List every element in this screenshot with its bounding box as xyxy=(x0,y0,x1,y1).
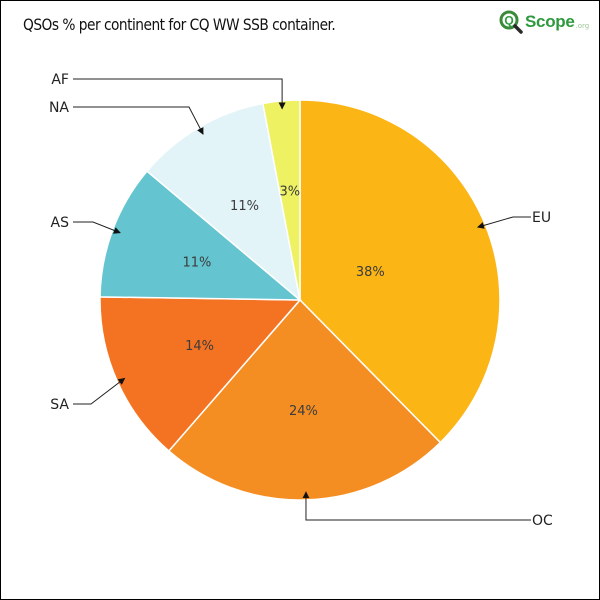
slice-category-label-af: AF xyxy=(51,72,69,88)
leader-line-sa xyxy=(73,377,126,405)
logo-domain: .org xyxy=(575,22,590,30)
logo: Q Scope .org xyxy=(499,6,589,38)
pie-slice-af xyxy=(262,99,301,301)
slice-category-label-na: NA xyxy=(49,100,69,116)
chart-title: QSOs % per continent for CQ WW SSB conta… xyxy=(23,15,336,34)
slice-category-label-eu: EU xyxy=(532,210,551,226)
slice-percent-label-as: 11% xyxy=(183,255,212,270)
leader-line-eu xyxy=(476,216,531,229)
slice-category-label-as: AS xyxy=(51,215,70,231)
slice-percent-label-af: 3% xyxy=(279,184,300,199)
slice-percent-label-oc: 24% xyxy=(289,404,318,419)
logo-brand: Scope xyxy=(525,12,575,31)
leader-line-as xyxy=(73,221,121,234)
slice-category-label-oc: OC xyxy=(532,513,553,529)
pie-slice-eu xyxy=(299,99,501,444)
magnifier-q-icon: Q xyxy=(499,10,523,34)
leader-line-af xyxy=(73,78,286,110)
slice-percent-label-na: 11% xyxy=(230,199,259,214)
slice-percent-label-sa: 14% xyxy=(185,339,214,354)
leader-line-oc xyxy=(302,491,531,521)
svg-text:Q: Q xyxy=(504,14,513,28)
slice-category-label-sa: SA xyxy=(50,397,69,413)
pie-slice-sa xyxy=(99,296,302,453)
slice-percent-label-eu: 38% xyxy=(356,265,385,280)
leader-line-na xyxy=(73,106,204,135)
